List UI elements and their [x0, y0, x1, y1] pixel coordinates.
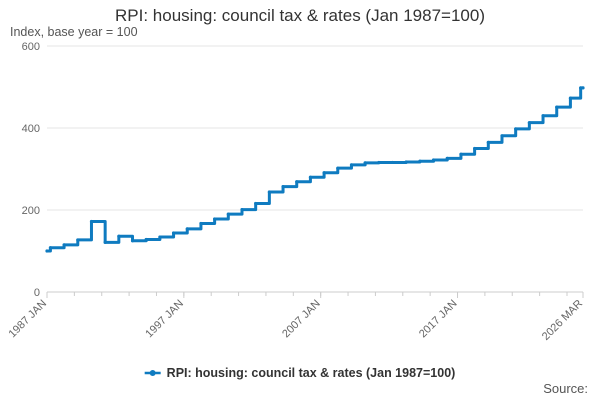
- data-point: [48, 246, 53, 250]
- data-point: [377, 160, 381, 165]
- data-point: [171, 231, 176, 235]
- chart-title: RPI: housing: council tax & rates (Jan 1…: [115, 6, 485, 25]
- data-point: [62, 243, 66, 247]
- data-point: [158, 235, 162, 239]
- x-tick-label: 1997 JAN: [143, 298, 186, 341]
- data-point: [568, 96, 573, 100]
- x-tick-label: 2017 JAN: [417, 298, 460, 341]
- source-label: Source:: [543, 381, 588, 396]
- data-point: [45, 249, 49, 253]
- data-point: [213, 217, 217, 221]
- data-point: [226, 212, 230, 216]
- y-tick-label: 0: [34, 287, 40, 299]
- data-point: [390, 160, 395, 165]
- data-point: [459, 152, 463, 156]
- data-point: [117, 234, 121, 238]
- data-point: [336, 166, 340, 170]
- data-point: [254, 201, 258, 206]
- x-tick-label: 2026 MAR: [540, 298, 585, 343]
- x-tick-label: 2007 JAN: [280, 298, 323, 341]
- data-point: [581, 86, 585, 90]
- data-point: [431, 158, 436, 162]
- data-point: [76, 238, 80, 242]
- data-point: [267, 190, 271, 194]
- data-point: [281, 185, 285, 189]
- y-axis-ticks: 0 200 400 600: [22, 41, 40, 299]
- data-point: [322, 171, 326, 175]
- y-tick-label: 600: [22, 41, 40, 53]
- data-point: [541, 114, 545, 118]
- data-point: [418, 159, 422, 163]
- data-point: [103, 240, 107, 244]
- data-point: [349, 163, 354, 167]
- data-point: [500, 134, 504, 138]
- data-point: [295, 180, 299, 184]
- legend-label: RPI: housing: council tax & rates (Jan 1…: [167, 366, 456, 380]
- data-point: [555, 105, 559, 109]
- data-point: [130, 239, 135, 243]
- data-point: [199, 221, 203, 226]
- data-point: [527, 121, 531, 125]
- data-point: [579, 86, 583, 90]
- y-axis-subtitle: Index, base year = 100: [10, 25, 138, 39]
- data-point: [185, 227, 189, 231]
- data-point: [363, 161, 367, 165]
- series-group: [45, 86, 585, 253]
- legend-marker: [149, 370, 156, 376]
- data-point: [473, 146, 477, 151]
- y-tick-label: 200: [22, 205, 40, 217]
- data-point: [445, 156, 449, 160]
- series-line: [45, 86, 585, 253]
- y-tick-label: 400: [22, 123, 40, 135]
- gridlines: [47, 45, 583, 211]
- data-point: [404, 160, 408, 164]
- data-point: [144, 237, 148, 242]
- data-point: [514, 127, 518, 131]
- legend[interactable]: RPI: housing: council tax & rates (Jan 1…: [144, 366, 456, 380]
- x-tick-label: 1987 JAN: [6, 298, 49, 341]
- x-axis: 1987 JAN 1997 JAN 2007 JAN 2017 JAN 2026 MAR: [6, 291, 585, 343]
- data-point: [486, 140, 490, 144]
- data-point: [89, 219, 94, 224]
- data-point: [240, 207, 244, 212]
- data-point: [308, 175, 313, 179]
